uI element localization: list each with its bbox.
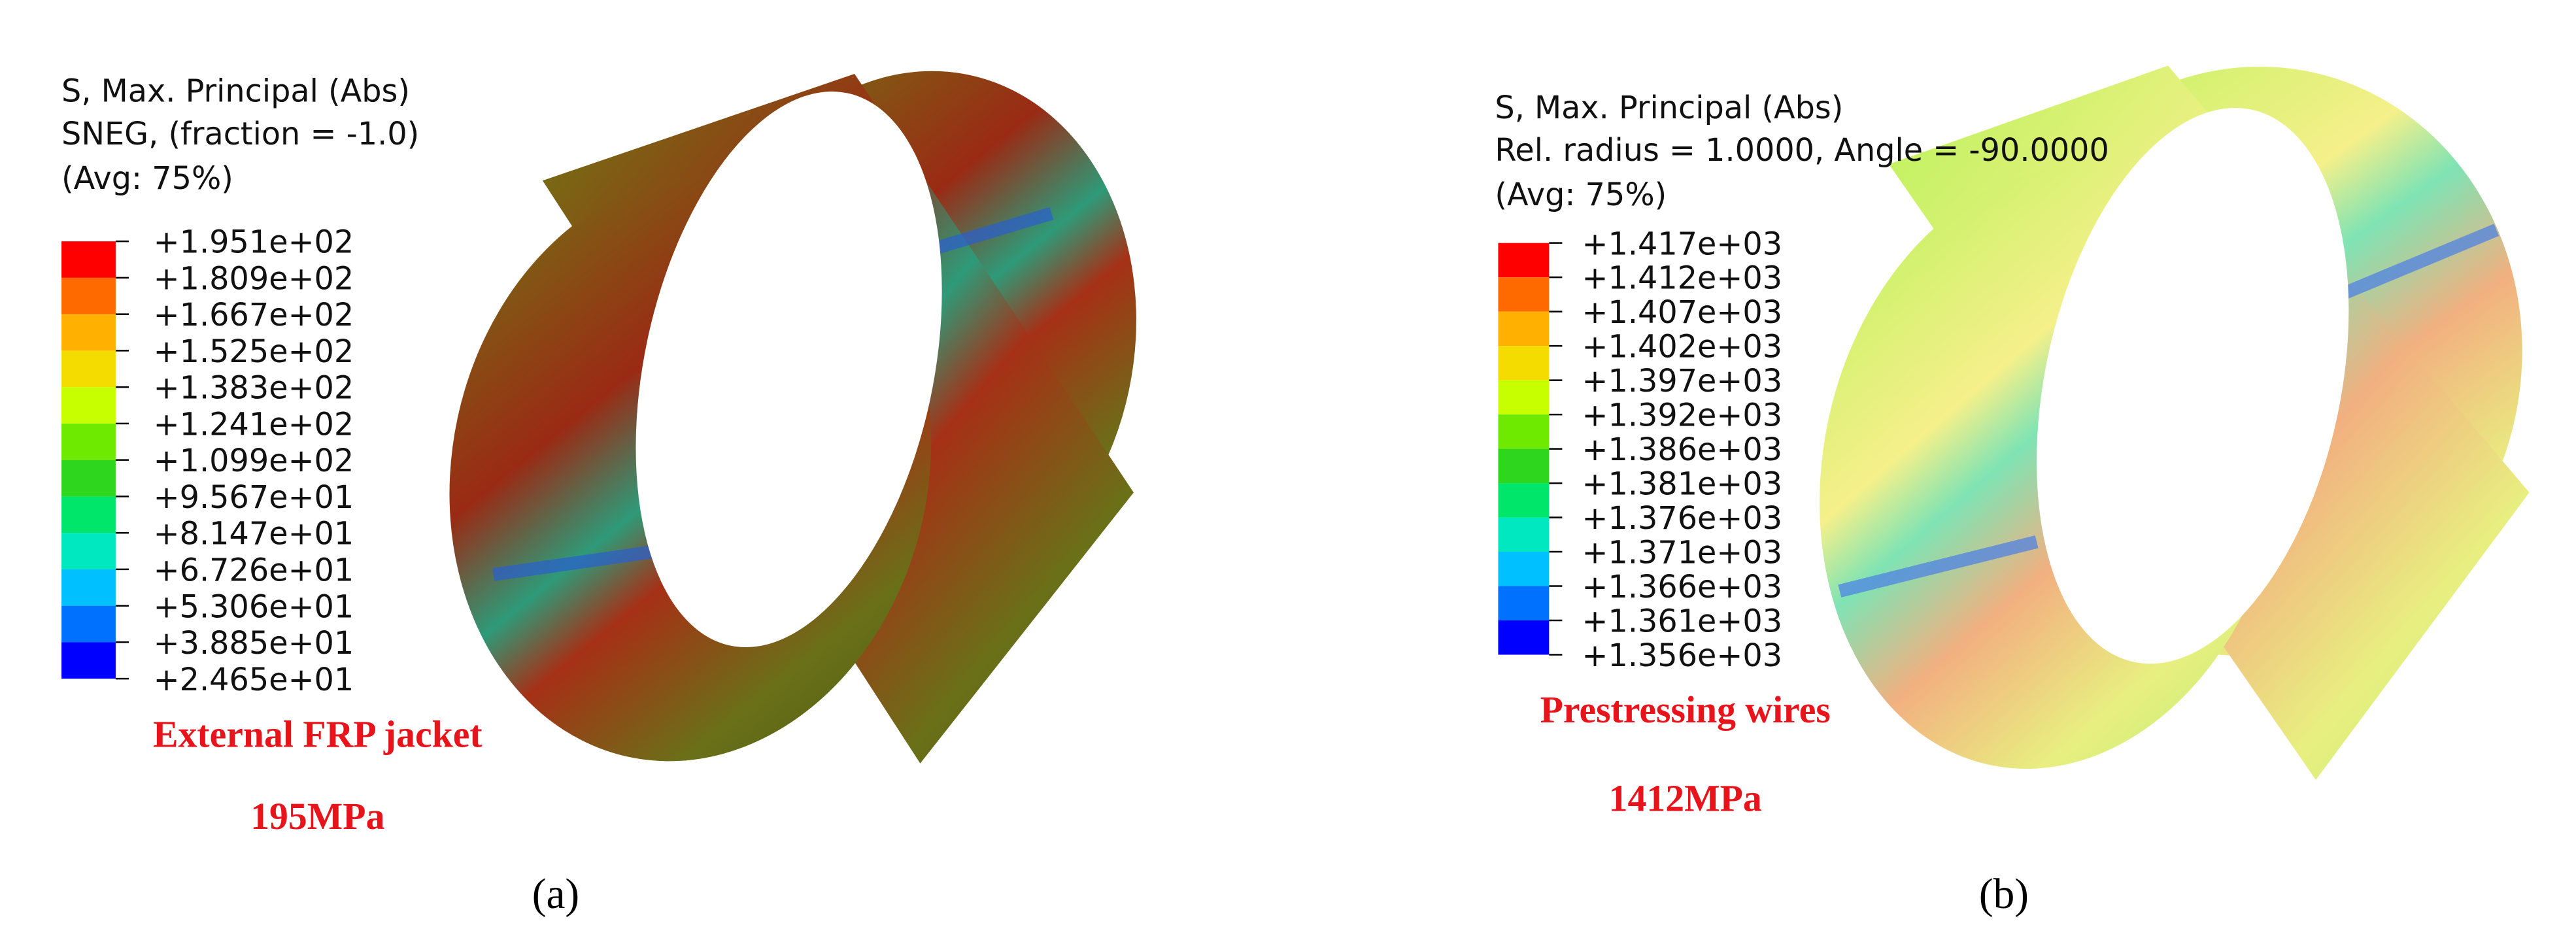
legend-label: +1.099e+02 xyxy=(154,443,354,479)
legend-label: +1.366e+03 xyxy=(1582,569,1783,605)
legend-swatch xyxy=(1498,311,1550,346)
legend-label: +1.412e+03 xyxy=(1582,261,1783,297)
legend-label: +1.381e+03 xyxy=(1582,467,1783,503)
legend-label: +1.951e+02 xyxy=(154,225,354,261)
legend-title: (Avg: 75%) xyxy=(1495,177,1667,213)
legend-label: +5.306e+01 xyxy=(154,589,354,625)
legend-swatch xyxy=(1498,552,1550,586)
legend-swatch xyxy=(1498,414,1550,449)
legend-label: +1.241e+02 xyxy=(154,407,354,443)
legend-swatch xyxy=(61,350,116,388)
cylinder-a xyxy=(449,71,1136,764)
legend-label: +3.885e+01 xyxy=(154,626,354,662)
legend-label: +1.376e+03 xyxy=(1582,501,1783,537)
legend-swatch xyxy=(61,314,116,351)
cylinder-b xyxy=(1820,65,2530,780)
legend-swatch xyxy=(61,496,116,533)
caption: Prestressing wires xyxy=(1540,690,1831,731)
legend-title: S, Max. Principal (Abs) xyxy=(61,74,410,110)
legend-label: +9.567e+01 xyxy=(154,480,354,516)
legend-label: +1.392e+03 xyxy=(1582,398,1783,434)
legend-label: +1.402e+03 xyxy=(1582,329,1783,365)
legend-swatch xyxy=(1498,346,1550,380)
stress-value: 195MPa xyxy=(250,796,384,837)
legend-swatch xyxy=(61,460,116,497)
legend-label: +1.667e+02 xyxy=(154,297,354,333)
legend-label: +1.386e+03 xyxy=(1582,432,1783,468)
caption: External FRP jacket xyxy=(153,715,483,756)
panel-label: (b) xyxy=(1979,871,2029,918)
legend-swatch xyxy=(1498,380,1550,415)
legend-title: Rel. radius = 1.0000, Angle = -90.0000 xyxy=(1495,133,2109,169)
legend-label: +1.417e+03 xyxy=(1582,226,1783,262)
legend-swatch xyxy=(61,642,116,679)
legend-swatch xyxy=(1498,448,1550,484)
legend-label: +1.525e+02 xyxy=(154,334,354,370)
legend-swatch xyxy=(61,241,116,278)
legend-swatch xyxy=(1498,620,1550,655)
legend-label: +6.726e+01 xyxy=(154,552,354,588)
legend-swatch xyxy=(61,423,116,460)
legend-swatch xyxy=(61,569,116,606)
legend-swatch xyxy=(1498,586,1550,621)
legend-label: +1.407e+03 xyxy=(1582,295,1783,331)
legend-title: (Avg: 75%) xyxy=(61,161,233,197)
legend-swatch xyxy=(1498,277,1550,312)
legend-label: +2.465e+01 xyxy=(154,662,354,698)
legend-swatch xyxy=(61,533,116,569)
legend-label: +1.809e+02 xyxy=(154,261,354,297)
legend-label: +1.356e+03 xyxy=(1582,638,1783,674)
legend-swatch xyxy=(61,277,116,314)
legend-label: +1.397e+03 xyxy=(1582,363,1783,399)
legend-label: +8.147e+01 xyxy=(154,516,354,552)
panel-label: (a) xyxy=(532,871,579,918)
legend-title: S, Max. Principal (Abs) xyxy=(1495,90,1843,126)
legend-swatch xyxy=(1498,483,1550,518)
legend-label: +1.371e+03 xyxy=(1582,535,1783,571)
legend-swatch xyxy=(1498,243,1550,278)
legend-swatch xyxy=(1498,517,1550,552)
legend-title: SNEG, (fraction = -1.0) xyxy=(61,116,419,152)
legend-label: +1.383e+02 xyxy=(154,371,354,407)
legend-label: +1.361e+03 xyxy=(1582,604,1783,640)
stress-value: 1412MPa xyxy=(1609,779,1762,820)
legend-swatch xyxy=(61,605,116,643)
legend-swatch xyxy=(61,387,116,424)
